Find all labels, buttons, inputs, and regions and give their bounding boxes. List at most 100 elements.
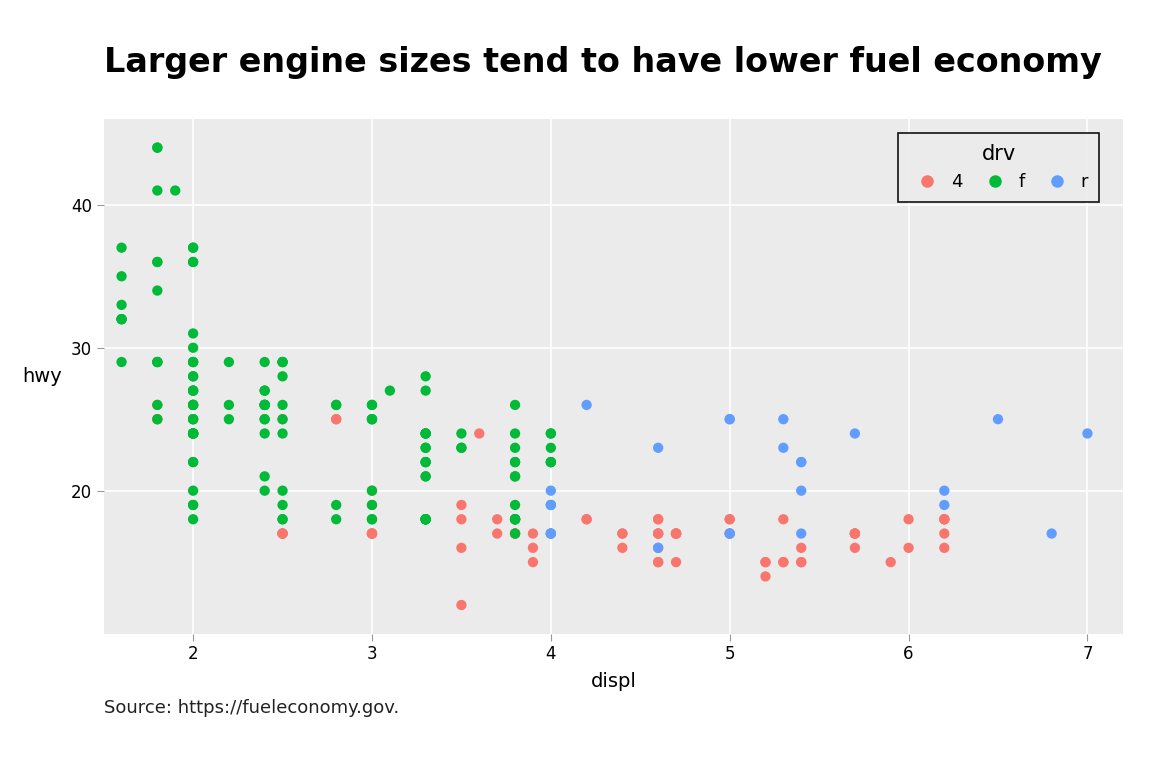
f	[363, 499, 381, 511]
f	[416, 513, 434, 525]
r	[720, 528, 738, 540]
f	[220, 399, 238, 411]
4	[935, 513, 954, 525]
f	[149, 284, 167, 296]
f	[184, 385, 203, 397]
f	[416, 456, 434, 468]
f	[149, 141, 167, 154]
f	[416, 513, 434, 525]
r	[793, 456, 811, 468]
4	[667, 528, 685, 540]
4	[667, 528, 685, 540]
f	[380, 385, 399, 397]
f	[506, 456, 524, 468]
f	[363, 399, 381, 411]
r	[577, 399, 596, 411]
f	[416, 427, 434, 439]
f	[149, 356, 167, 368]
f	[184, 413, 203, 425]
f	[327, 399, 346, 411]
r	[774, 413, 793, 425]
f	[184, 485, 203, 497]
f	[220, 356, 238, 368]
f	[184, 256, 203, 268]
4	[774, 556, 793, 568]
f	[541, 456, 560, 468]
f	[273, 356, 291, 368]
4	[900, 513, 918, 525]
f	[506, 528, 524, 540]
f	[184, 513, 203, 525]
f	[416, 470, 434, 482]
f	[184, 385, 203, 397]
f	[506, 470, 524, 482]
X-axis label: displ: displ	[591, 672, 636, 690]
4	[613, 528, 631, 540]
4	[720, 513, 738, 525]
f	[416, 456, 434, 468]
f	[184, 399, 203, 411]
f	[453, 442, 471, 454]
r	[1043, 528, 1061, 540]
4	[649, 556, 667, 568]
f	[184, 399, 203, 411]
f	[184, 427, 203, 439]
f	[184, 427, 203, 439]
f	[149, 184, 167, 197]
4	[273, 528, 291, 540]
4	[613, 541, 631, 554]
f	[273, 399, 291, 411]
4	[720, 513, 738, 525]
f	[416, 442, 434, 454]
r	[935, 485, 954, 497]
f	[453, 427, 471, 439]
r	[988, 413, 1007, 425]
Legend: 4, f, r: 4, f, r	[899, 133, 1099, 202]
r	[541, 485, 560, 497]
f	[184, 427, 203, 439]
f	[149, 356, 167, 368]
f	[363, 413, 381, 425]
4	[667, 528, 685, 540]
4	[453, 599, 471, 611]
f	[184, 499, 203, 511]
f	[184, 385, 203, 397]
f	[256, 413, 274, 425]
f	[166, 184, 184, 197]
f	[184, 413, 203, 425]
4	[524, 528, 543, 540]
4	[327, 413, 346, 425]
4	[577, 513, 596, 525]
f	[506, 513, 524, 525]
4	[756, 556, 774, 568]
4	[846, 528, 864, 540]
4	[774, 513, 793, 525]
4	[935, 513, 954, 525]
f	[256, 427, 274, 439]
4	[846, 528, 864, 540]
4	[649, 513, 667, 525]
f	[113, 356, 131, 368]
f	[363, 485, 381, 497]
4	[470, 427, 488, 439]
4	[149, 399, 167, 411]
f	[506, 399, 524, 411]
4	[774, 556, 793, 568]
f	[506, 427, 524, 439]
f	[416, 513, 434, 525]
f	[506, 513, 524, 525]
4	[273, 528, 291, 540]
Y-axis label: hwy: hwy	[23, 367, 62, 386]
f	[256, 356, 274, 368]
f	[113, 242, 131, 254]
4	[453, 513, 471, 525]
f	[113, 270, 131, 283]
4	[756, 571, 774, 583]
f	[184, 242, 203, 254]
f	[541, 456, 560, 468]
f	[363, 413, 381, 425]
r	[541, 499, 560, 511]
4	[649, 541, 667, 554]
4	[363, 528, 381, 540]
f	[184, 427, 203, 439]
